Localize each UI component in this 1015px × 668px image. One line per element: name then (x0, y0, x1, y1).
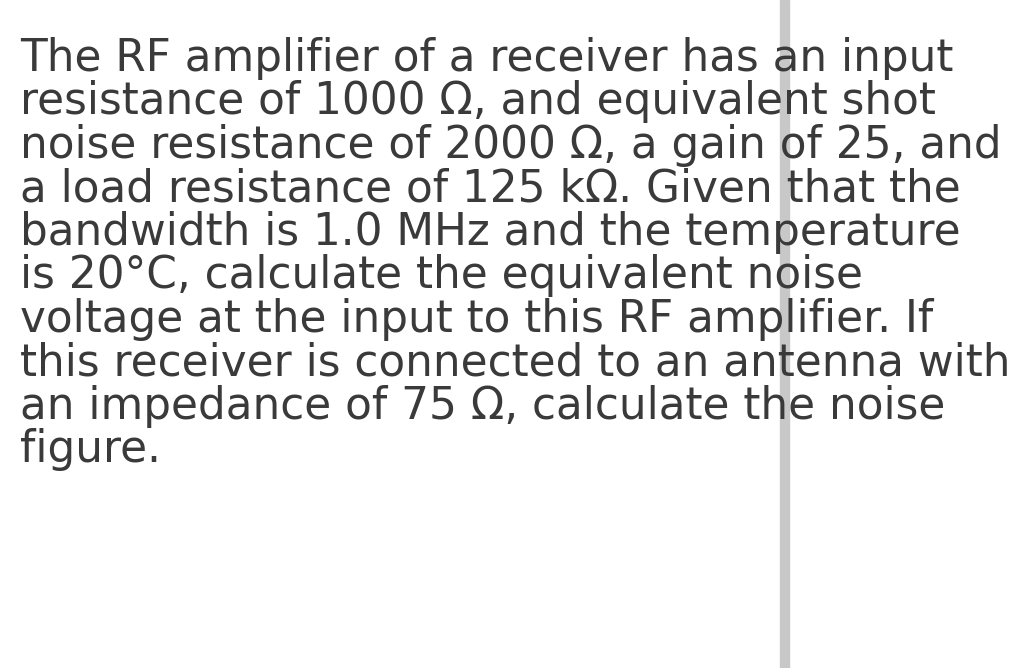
Text: The RF amplifier of a receiver has an input: The RF amplifier of a receiver has an in… (19, 37, 953, 79)
Text: an impedance of 75 Ω, calculate the noise: an impedance of 75 Ω, calculate the nois… (19, 385, 945, 428)
Text: noise resistance of 2000 Ω, a gain of 25, and: noise resistance of 2000 Ω, a gain of 25… (19, 124, 1002, 167)
Text: is 20°C, calculate the equivalent noise: is 20°C, calculate the equivalent noise (19, 254, 863, 297)
Text: figure.: figure. (19, 428, 160, 471)
Text: voltage at the input to this RF amplifier. If: voltage at the input to this RF amplifie… (19, 297, 933, 341)
Text: bandwidth is 1.0 MHz and the temperature: bandwidth is 1.0 MHz and the temperature (19, 210, 960, 254)
Text: a load resistance of 125 kΩ. Given that the: a load resistance of 125 kΩ. Given that … (19, 167, 960, 210)
Text: resistance of 1000 Ω, and equivalent shot: resistance of 1000 Ω, and equivalent sho… (19, 80, 936, 123)
Text: this receiver is connected to an antenna with: this receiver is connected to an antenna… (19, 341, 1010, 384)
Bar (780, 0, 789, 668)
